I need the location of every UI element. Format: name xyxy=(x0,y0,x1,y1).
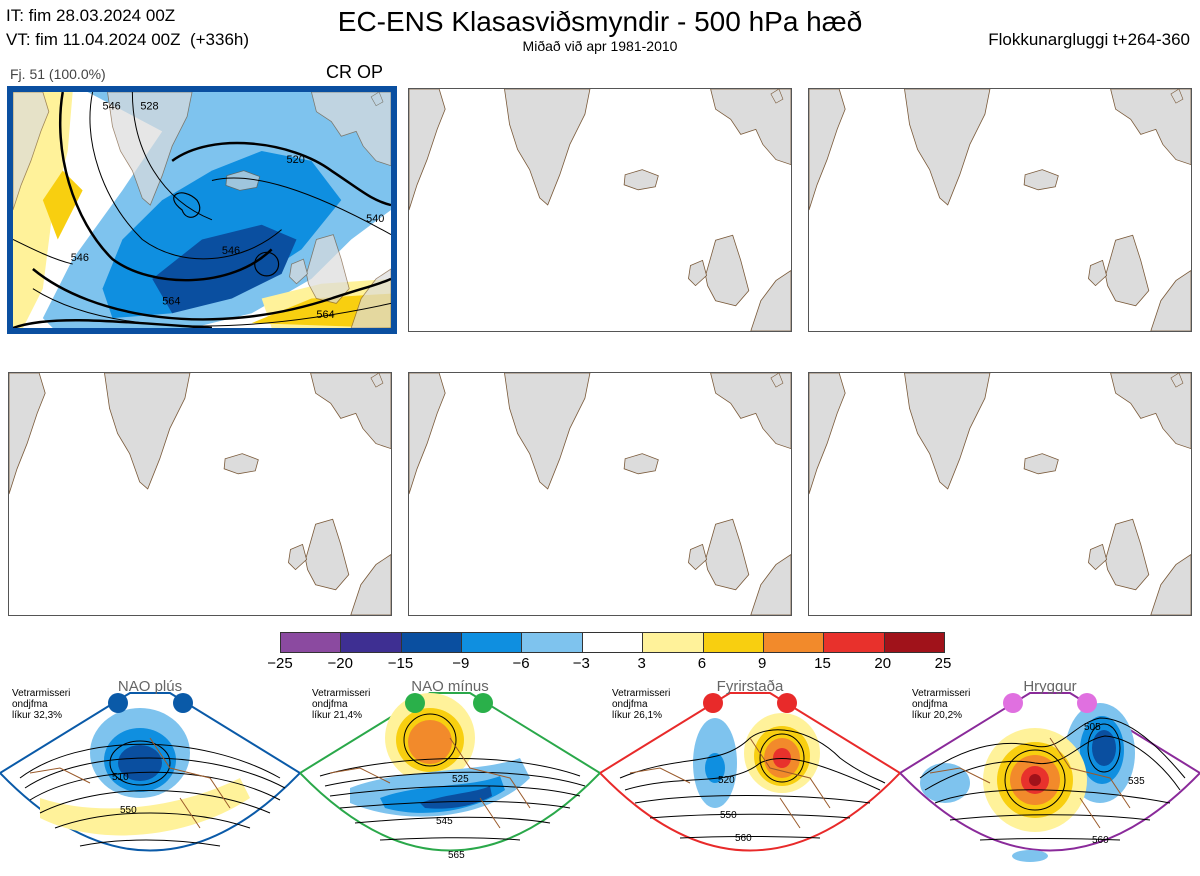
cluster-map-5[interactable] xyxy=(408,372,792,616)
contour-label-8: 564 xyxy=(316,309,334,321)
cluster-map-6[interactable] xyxy=(808,372,1192,616)
colorbar-ticks: −25 −20 −15 −9 −6 −3 3 6 9 15 20 25 xyxy=(263,655,960,675)
regime-label-2: 545 xyxy=(436,816,453,827)
contour-label-5: 546 xyxy=(222,245,240,257)
colorbar-tick-label: 15 xyxy=(814,655,831,672)
regime-note: Vetrarmisseri ondjfma líkur 20,2% xyxy=(912,688,971,721)
anomaly-positive-core xyxy=(42,170,83,240)
regime-dot xyxy=(1003,693,1023,713)
colorbar-swatch xyxy=(824,633,885,652)
regime-dot xyxy=(1077,693,1097,713)
regime-dot xyxy=(777,693,797,713)
regime-label-3: 565 xyxy=(448,850,465,861)
init-time: IT: fim 28.03.2024 00Z xyxy=(6,6,176,25)
colorbar-tick-label: −3 xyxy=(572,655,590,672)
page-subtitle: Miðað við apr 1981-2010 xyxy=(522,38,678,54)
clustering-window: Flokkunargluggi t+264-360 xyxy=(988,30,1190,49)
contour-labels: 546 528 520 540 546 546 564 564 xyxy=(71,101,385,321)
colorbar-swatch xyxy=(582,633,644,652)
regime-label-2: 550 xyxy=(120,805,137,816)
colorbar-swatch xyxy=(763,633,825,652)
regime-ridge[interactable]: 505 535 560 Hryggur Vetrarmisseri ondjfm… xyxy=(898,678,1200,871)
cluster-member-label: Fj. 51 (100.0%) xyxy=(10,66,106,82)
regime-nao-minus[interactable]: 525 545 565 NAO mínus Vetrarmisseri ondj… xyxy=(298,678,602,871)
regime-label-2: 535 xyxy=(1128,776,1145,787)
regime-dot xyxy=(108,693,128,713)
colorbar-swatch xyxy=(703,633,764,652)
contour-label-7: 564 xyxy=(162,295,180,307)
colorbar-swatch xyxy=(462,633,523,652)
regime-label-1: 510 xyxy=(112,772,129,783)
anomaly-colorbar xyxy=(280,632,945,653)
anomaly-negative-core xyxy=(152,224,297,314)
regime-label-1: 505 xyxy=(1084,722,1101,733)
valid-time: VT: fim 11.04.2024 00Z (+336h) xyxy=(6,30,250,49)
regime-label-3: 560 xyxy=(1092,835,1109,846)
colorbar-swatch xyxy=(281,633,342,652)
cluster-map-3[interactable] xyxy=(808,88,1192,332)
cluster-map-4[interactable] xyxy=(8,372,392,616)
colorbar-tick-label: 25 xyxy=(934,655,952,672)
contour-label-3: 520 xyxy=(287,154,305,166)
regime-note: Vetrarmisseri ondjfma líkur 21,4% xyxy=(312,688,371,721)
regime-note: Vetrarmisseri ondjfma líkur 26,1% xyxy=(612,688,671,721)
colorbar-tick-label: 6 xyxy=(697,655,707,672)
colorbar-tick-label: 20 xyxy=(874,655,892,672)
regime-nao-plus[interactable]: 510 550 NAO plús Vetrarmisseri ondjfma l… xyxy=(0,678,302,871)
regime-title: Hryggur xyxy=(1023,678,1077,695)
regime-label-1: 520 xyxy=(718,775,735,786)
cluster-map-2[interactable] xyxy=(408,88,792,332)
regime-note: Vetrarmisseri ondjfma líkur 32,3% xyxy=(12,688,71,721)
colorbar-swatch xyxy=(401,633,463,652)
colorbar-tick-label: −9 xyxy=(452,655,470,672)
colorbar-tick-label: −25 xyxy=(267,655,293,672)
colorbar-swatch xyxy=(522,633,583,652)
cluster-crop-label: CR OP xyxy=(326,62,384,82)
colorbar-tick-label: −20 xyxy=(327,655,353,672)
regime-label-1: 525 xyxy=(452,774,469,785)
regime-dot xyxy=(703,693,723,713)
regime-dot xyxy=(173,693,193,713)
page-title: EC-ENS Klasasviðsmyndir - 500 hPa hæð xyxy=(337,6,863,37)
regime-blocking[interactable]: 520 550 560 Fyrirstaða Vetrarmisseri ond… xyxy=(598,678,902,871)
colorbar-tick-label: −15 xyxy=(387,655,414,672)
regime-title: NAO mínus xyxy=(411,678,489,695)
contour-label-1: 546 xyxy=(103,101,121,113)
regime-title: NAO plús xyxy=(117,678,183,695)
cluster-map-1[interactable]: 546 528 520 540 546 546 564 564 xyxy=(7,86,397,334)
regime-dot xyxy=(473,693,493,713)
colorbar-tick-label: 3 xyxy=(637,655,646,672)
colorbar-swatch xyxy=(643,633,704,652)
regime-label-3: 560 xyxy=(735,833,752,844)
contour-label-2: 528 xyxy=(140,101,158,113)
header-run-info: IT: fim 28.03.2024 00Z VT: fim 11.04.2024… xyxy=(6,4,249,52)
colorbar-swatch xyxy=(884,633,944,652)
height-contours xyxy=(13,92,391,328)
contour-label-4: 540 xyxy=(366,213,384,225)
colorbar-tick-label: −6 xyxy=(512,655,530,672)
regime-label-2: 550 xyxy=(720,810,737,821)
regime-dot xyxy=(405,693,425,713)
colorbar-tick-label: 9 xyxy=(758,655,767,672)
regime-title: Fyrirstaða xyxy=(716,678,784,695)
colorbar-swatch xyxy=(341,633,402,652)
contour-label-6: 546 xyxy=(71,252,89,264)
